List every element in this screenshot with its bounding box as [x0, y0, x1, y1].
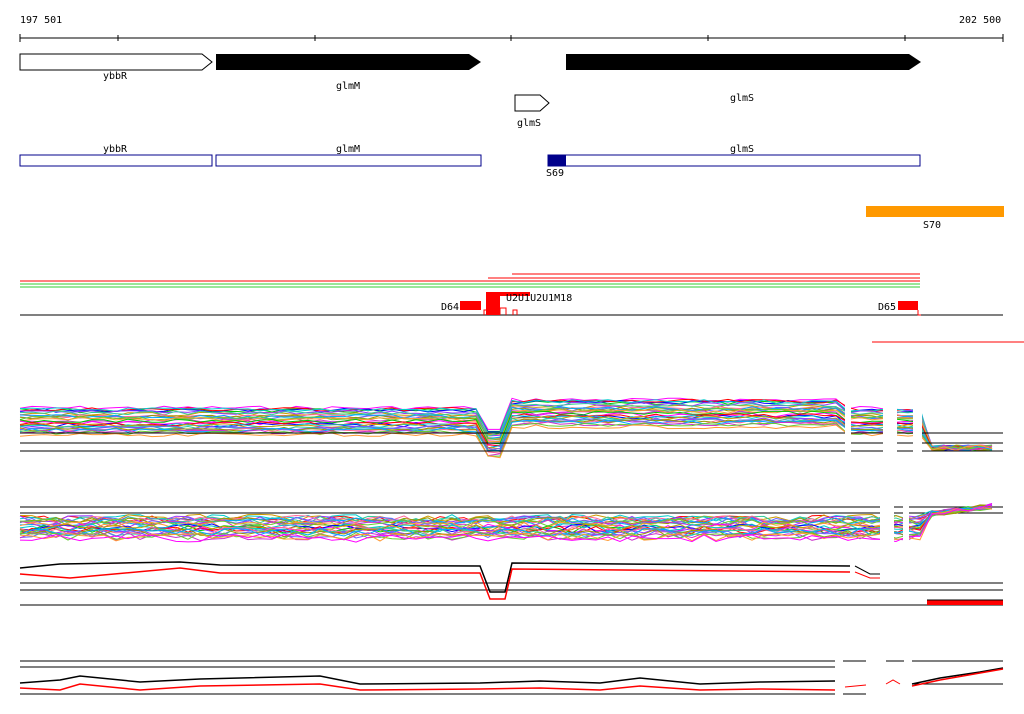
expression-trace	[19, 422, 993, 457]
gene-label: glmM	[336, 81, 360, 92]
expression-trace-red	[844, 684, 867, 688]
terminator-label: S70	[923, 220, 941, 231]
data-gap	[845, 395, 851, 455]
expression-traces	[19, 503, 993, 543]
gene-arrow[interactable]	[19, 53, 213, 71]
domain-cluster[interactable]	[486, 292, 530, 315]
data-gap	[913, 395, 922, 455]
gene-label: glmS	[517, 118, 541, 129]
gene-arrow[interactable]	[566, 54, 921, 70]
expression-block	[927, 600, 1003, 605]
expression-trace-black	[911, 667, 1004, 685]
gene-arrow[interactable]	[514, 94, 550, 112]
expression-trace	[19, 410, 993, 451]
coordinate-ruler: 197 501 202 500	[19, 15, 1004, 42]
cds-label: glmS	[730, 144, 754, 155]
expression-trace-black	[19, 675, 836, 685]
data-gap	[883, 395, 897, 455]
cds-box-glmS[interactable]	[547, 154, 921, 167]
expression-trace-black	[854, 565, 880, 575]
cds-track: ybbR glmM glmS S69	[19, 144, 921, 179]
gene-glmM[interactable]: glmM	[216, 54, 481, 92]
cds-box-ybbR[interactable]	[19, 154, 213, 167]
expression-panel-4	[19, 660, 1004, 695]
transcript-track	[20, 273, 1024, 343]
expression-trace	[19, 505, 993, 529]
ruler-end-label: 202 500	[959, 15, 1001, 26]
domain-label: D64	[441, 302, 459, 313]
gene-glmS[interactable]: glmS	[566, 54, 921, 104]
expression-panel-1	[19, 395, 1003, 459]
gene-label: ybbR	[103, 71, 128, 82]
ruler-start-label: 197 501	[20, 15, 62, 26]
expression-trace-red	[885, 679, 901, 685]
domain-D64[interactable]	[460, 301, 481, 310]
expression-trace	[19, 397, 993, 451]
expression-trace-red	[911, 668, 1004, 687]
expression-traces	[19, 397, 993, 459]
domain-ticks	[483, 307, 518, 315]
gene-label: glmS	[730, 93, 754, 104]
expression-trace-red	[19, 683, 836, 691]
gene-glmS-fragment[interactable]: glmS	[514, 94, 550, 129]
promoter-S69[interactable]	[548, 155, 566, 166]
domain-tick	[917, 310, 921, 316]
data-gap	[880, 500, 894, 542]
domain-track: D64 D65 U2U1U2U1M18	[20, 292, 1003, 316]
cds-label: glmM	[336, 144, 360, 155]
expression-trace-black	[19, 561, 851, 593]
expression-trace	[19, 419, 993, 452]
cds-label: ybbR	[103, 144, 128, 155]
gene-ybbR[interactable]: ybbR	[19, 53, 213, 82]
domain-D65[interactable]	[898, 301, 918, 310]
cds-box-glmM[interactable]	[215, 154, 482, 167]
domain-label: D65	[878, 302, 896, 313]
expression-trace	[19, 504, 993, 539]
expression-trace-red	[854, 571, 880, 579]
expression-trace	[19, 402, 993, 452]
data-gap	[903, 500, 909, 542]
terminator-track: S70	[866, 206, 1004, 231]
gene-track: ybbR glmM glmS glmS	[19, 53, 921, 129]
expression-trace	[19, 507, 993, 537]
expression-panel-2	[19, 500, 1003, 543]
expression-panel-3	[19, 561, 1003, 606]
terminator-S70[interactable]	[866, 206, 1004, 217]
expression-trace	[19, 507, 993, 536]
overlap-labels: U2U1U2U1M18	[506, 293, 572, 304]
gene-arrow[interactable]	[216, 54, 481, 70]
expression-trace	[19, 399, 993, 449]
expression-trace	[19, 504, 993, 543]
expression-trace-red	[19, 567, 851, 600]
promoter-label: S69	[546, 168, 564, 179]
expression-trace	[19, 407, 993, 452]
